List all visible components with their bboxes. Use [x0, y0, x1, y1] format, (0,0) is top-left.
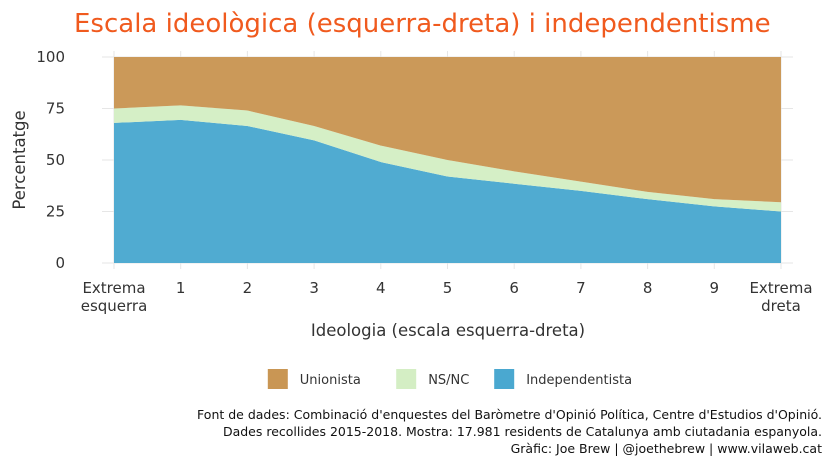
x-tick-label: 4: [376, 279, 386, 297]
legend-key: [396, 369, 417, 389]
plot-areas: [114, 57, 781, 263]
y-tick-label: 50: [46, 151, 65, 169]
y-tick-label: 25: [46, 203, 65, 221]
legend: Unionista NS/NC Independentista: [267, 369, 632, 389]
legend-key: [494, 369, 515, 389]
legend-item: NS/NC: [396, 369, 469, 389]
x-tick-label: 5: [443, 279, 453, 297]
y-axis-title: Percentatge: [10, 110, 29, 209]
x-tick-label: 8: [643, 279, 653, 297]
x-tick-label: Extrema esquerra: [81, 279, 148, 315]
legend-label: Independentista: [526, 373, 632, 388]
x-tick-label: 9: [710, 279, 720, 297]
legend-label: NS/NC: [428, 373, 469, 388]
x-tick-label: 1: [176, 279, 186, 297]
area-unionista: [114, 57, 781, 203]
y-tick-label: 100: [36, 48, 65, 66]
x-axis-title: Ideologia (escala esquerra-dreta): [311, 321, 585, 340]
caption-line: Dades recollides 2015-2018. Mostra: 17.9…: [223, 424, 822, 439]
legend-item: Independentista: [494, 369, 632, 389]
y-tick-label: 0: [55, 254, 65, 272]
x-tick-label: 2: [243, 279, 253, 297]
x-tick-label: Extrema dreta: [749, 279, 812, 315]
legend-key: [267, 369, 288, 389]
x-tick-label: 3: [309, 279, 319, 297]
x-tick-label: 6: [509, 279, 519, 297]
y-axis-ticks: 0 25 50 75 100: [36, 48, 65, 272]
chart-title: Escala ideològica (esquerra-dreta) i ind…: [74, 9, 771, 39]
legend-item: Unionista: [267, 369, 361, 389]
caption-line: Font de dades: Combinació d'enquestes de…: [197, 407, 822, 422]
legend-label: Unionista: [300, 373, 361, 388]
caption: Font de dades: Combinació d'enquestes de…: [197, 407, 822, 456]
x-tick-label: 7: [576, 279, 586, 297]
caption-line: Gràfic: Joe Brew | @joethebrew | www.vil…: [511, 441, 822, 456]
area-independentista: [114, 119, 781, 263]
y-tick-label: 75: [46, 100, 65, 118]
x-axis-ticks: Extrema esquerra 1 2 3 4 5 6 7 8 9 Extrema dreta: [81, 279, 813, 315]
area-ns-nc: [114, 105, 781, 212]
